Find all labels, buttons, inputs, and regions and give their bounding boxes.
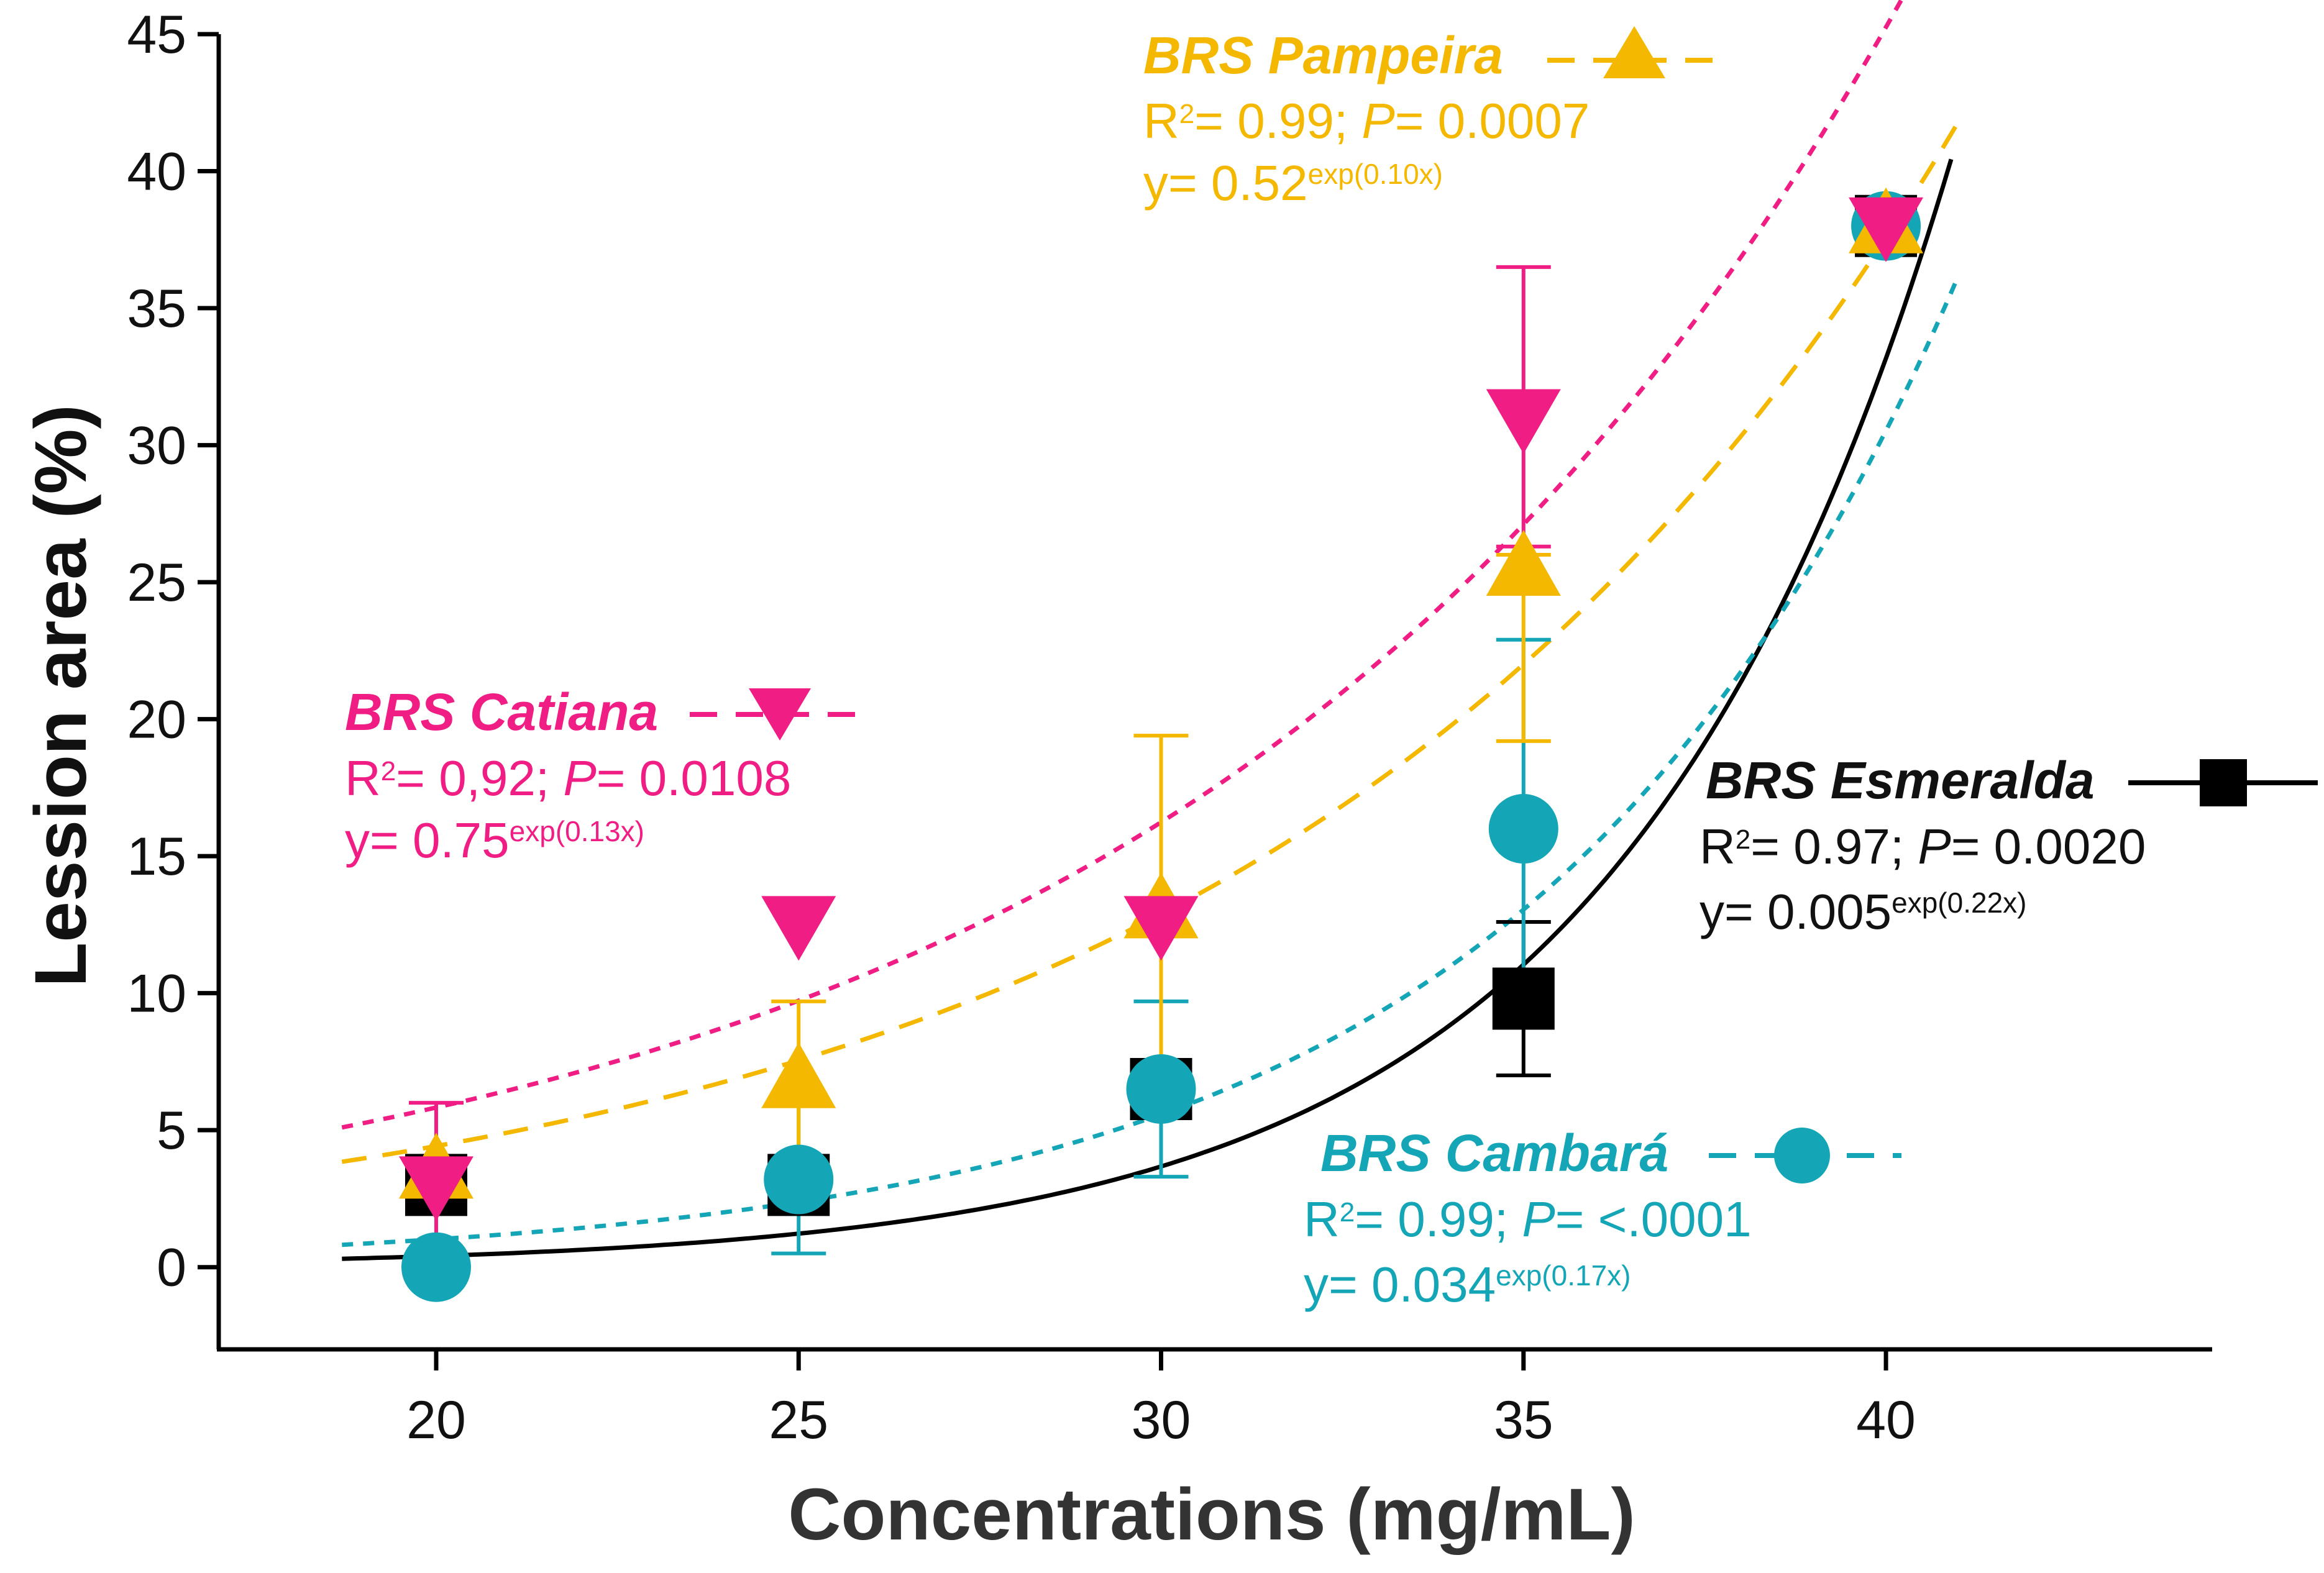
series-label-cambara: BRS Cambará R2= 0.99; P= <.0001 y= 0.034… bbox=[1304, 1124, 1901, 1312]
series-name: BRS Pampeira bbox=[1143, 26, 1503, 84]
equation-base: y= 0.005 bbox=[1700, 884, 1892, 939]
series-equation: y= 0.034exp(0.17x) bbox=[1304, 1257, 1631, 1312]
data-point-triangle-down bbox=[1849, 197, 1924, 262]
y-axis-title: Lession area (%) bbox=[20, 404, 102, 987]
fit-curve bbox=[342, 275, 1960, 1247]
series-label-esmeralda: BRS Esmeralda R2= 0.97; P= 0.0020 y= 0.0… bbox=[1700, 751, 2318, 939]
p-label: P bbox=[1522, 1192, 1555, 1247]
data-point-circle bbox=[401, 1232, 471, 1302]
data-point-triangle-down bbox=[398, 1156, 473, 1221]
data-point-triangle-down bbox=[1123, 896, 1199, 961]
data-point-circle bbox=[764, 1144, 834, 1215]
equation-exponent: exp(0.13x) bbox=[510, 815, 644, 847]
legend-marker-triangle-down bbox=[749, 688, 811, 741]
series-name: BRS Esmeralda bbox=[1706, 751, 2095, 809]
p-label: P bbox=[1361, 93, 1394, 148]
p-value: = <.0001 bbox=[1555, 1192, 1752, 1247]
r2-label: R bbox=[1700, 819, 1736, 874]
data-point-triangle-down bbox=[761, 896, 836, 961]
y-tick-label: 15 bbox=[127, 827, 186, 887]
equation-exponent: exp(0.22x) bbox=[1892, 887, 2026, 919]
series-stats: R2= 0.99; P= 0.0007 bbox=[1143, 93, 1590, 148]
data-point-triangle-down bbox=[1486, 389, 1561, 454]
y-tick-label: 35 bbox=[127, 279, 186, 339]
data-point-circle bbox=[1488, 794, 1558, 864]
legend-marker-circle bbox=[1774, 1128, 1830, 1183]
equation-base: y= 0.52 bbox=[1143, 155, 1308, 211]
x-tick-label: 30 bbox=[1132, 1390, 1191, 1450]
y-tick-label: 30 bbox=[127, 416, 186, 476]
equation-exponent: exp(0.17x) bbox=[1496, 1259, 1631, 1292]
data-point-square bbox=[1492, 967, 1555, 1030]
r2-superscript: 2 bbox=[381, 756, 396, 786]
x-ticks: 20 25 30 35 40 bbox=[406, 1349, 1916, 1450]
series-name: BRS Cambará bbox=[1320, 1124, 1668, 1182]
y-tick-label: 20 bbox=[127, 690, 186, 750]
series-stats: R2= 0.99; P= <.0001 bbox=[1304, 1192, 1752, 1247]
r2-value: = 0,92; bbox=[396, 750, 563, 806]
series-equation: y= 0.005exp(0.22x) bbox=[1700, 884, 2026, 939]
legend-marker-triangle-up bbox=[1603, 26, 1665, 78]
data-point-triangle-up bbox=[1486, 530, 1561, 596]
x-tick-label: 25 bbox=[769, 1390, 828, 1450]
y-tick-label: 0 bbox=[157, 1238, 186, 1298]
series-name: BRS Catiana bbox=[345, 683, 658, 741]
data-point-circle bbox=[1126, 1054, 1196, 1124]
p-value: = 0.0020 bbox=[1951, 819, 2146, 874]
p-value: = 0.0108 bbox=[597, 750, 792, 806]
series-equation: y= 0.75exp(0.13x) bbox=[345, 813, 644, 868]
x-axis-title: Concentrations (mg/mL) bbox=[788, 1474, 1635, 1556]
fit-curve bbox=[342, 158, 1954, 1261]
r2-label: R bbox=[1304, 1192, 1340, 1247]
fit-curve bbox=[341, 121, 1960, 1164]
p-label: P bbox=[563, 750, 596, 806]
x-tick-label: 20 bbox=[406, 1390, 466, 1450]
equation-exponent: exp(0.10x) bbox=[1308, 158, 1443, 190]
fit-curves bbox=[341, 0, 1960, 1261]
r2-label: R bbox=[345, 750, 381, 806]
r2-value: = 0.99; bbox=[1194, 93, 1361, 148]
y-tick-label: 45 bbox=[127, 5, 186, 65]
y-tick-label: 5 bbox=[157, 1101, 186, 1160]
series-equation: y= 0.52exp(0.10x) bbox=[1143, 155, 1443, 211]
p-value: = 0.0007 bbox=[1395, 93, 1590, 148]
r2-label: R bbox=[1143, 93, 1179, 148]
data-point-triangle-up bbox=[761, 1042, 836, 1108]
legend-marker-square bbox=[2200, 759, 2247, 806]
r2-value: = 0.97; bbox=[1750, 819, 1918, 874]
data-markers bbox=[398, 187, 1924, 1302]
y-tick-label: 40 bbox=[127, 142, 186, 202]
series-stats: R2= 0,92; P= 0.0108 bbox=[345, 750, 791, 806]
axes: 0 5 10 15 20 25 30 35 40 45 20 25 30 35 40 bbox=[127, 5, 2212, 1450]
r2-value: = 0.99; bbox=[1355, 1192, 1522, 1247]
r2-superscript: 2 bbox=[1340, 1197, 1355, 1228]
x-tick-label: 40 bbox=[1856, 1390, 1916, 1450]
r2-superscript: 2 bbox=[1179, 99, 1194, 129]
equation-base: y= 0.034 bbox=[1304, 1257, 1496, 1312]
r2-superscript: 2 bbox=[1736, 824, 1750, 855]
series-label-catiana: BRS Catiana R2= 0,92; P= 0.0108 y= 0.75e… bbox=[345, 683, 870, 868]
x-tick-label: 35 bbox=[1494, 1390, 1553, 1450]
fit-curve bbox=[341, 0, 1904, 1130]
series-stats: R2= 0.97; P= 0.0020 bbox=[1700, 819, 2146, 874]
series-label-pampeira: BRS Pampeira R2= 0.99; P= 0.0007 y= 0.52… bbox=[1143, 26, 1727, 211]
y-ticks: 0 5 10 15 20 25 30 35 40 45 bbox=[127, 5, 219, 1298]
equation-base: y= 0.75 bbox=[345, 813, 510, 868]
p-label: P bbox=[1918, 819, 1951, 874]
y-tick-label: 10 bbox=[127, 964, 186, 1024]
y-tick-label: 25 bbox=[127, 553, 186, 613]
